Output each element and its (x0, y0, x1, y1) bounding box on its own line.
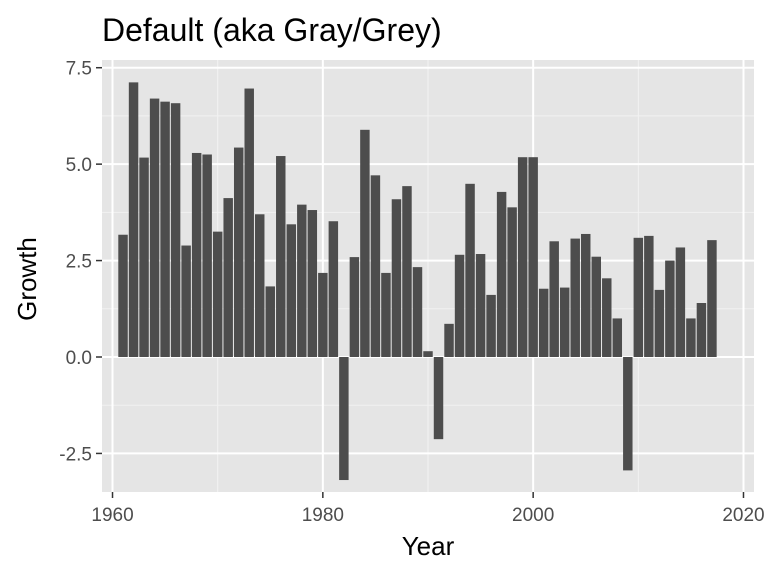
bar-1989 (412, 267, 423, 357)
y-axis: -2.5 0.0 2.5 5.0 7.5 (59, 59, 102, 465)
bar-1972 (233, 147, 244, 357)
bars (118, 82, 717, 481)
bar-1961 (118, 234, 128, 357)
bar-2016 (696, 303, 707, 357)
y-axis-title: Growth (12, 237, 42, 321)
bar-1975 (265, 286, 275, 357)
y-tick-label: -2.5 (59, 444, 92, 465)
bar-1980 (318, 272, 328, 357)
bar-1984 (360, 129, 370, 357)
bar-1998 (507, 207, 517, 357)
bar-1987 (391, 199, 402, 357)
bar-1992 (444, 323, 454, 357)
bar-2013 (665, 260, 675, 357)
bar-1978 (297, 204, 307, 357)
bar-1969 (202, 154, 212, 357)
bar-2002 (549, 241, 559, 357)
bar-2014 (675, 247, 686, 357)
x-tick-label: 1960 (91, 505, 133, 526)
bar-1993 (454, 254, 465, 357)
bar-1990 (423, 351, 433, 357)
bar-1979 (307, 210, 318, 357)
bar-2011 (644, 235, 654, 357)
bar-1985 (370, 175, 381, 357)
chart-title: Default (aka Gray/Grey) (102, 12, 442, 48)
bar-1962 (128, 82, 139, 358)
bar-1999 (517, 157, 528, 357)
x-axis-title: Year (402, 531, 455, 561)
bar-2006 (591, 256, 601, 357)
bar-1967 (181, 245, 191, 357)
bar-2015 (686, 318, 696, 357)
bar-1966 (170, 103, 181, 357)
bar-2012 (654, 289, 665, 357)
bar-1982 (339, 357, 349, 481)
bar-2007 (602, 278, 612, 357)
x-tick-label: 2000 (512, 505, 554, 526)
bar-1963 (139, 157, 149, 357)
bar-2000 (528, 157, 538, 357)
bar-2001 (538, 288, 549, 357)
bar-1964 (149, 98, 160, 357)
y-tick-label: 5.0 (66, 155, 92, 176)
bar-1976 (276, 156, 286, 357)
y-tick-label: 2.5 (66, 252, 92, 273)
bar-1970 (212, 231, 223, 357)
bar-1977 (286, 224, 297, 357)
bar-1997 (496, 191, 507, 357)
bar-1981 (328, 221, 339, 357)
bar-2010 (633, 237, 644, 357)
bar-1991 (433, 357, 444, 440)
bar-2017 (707, 240, 717, 357)
bar-1995 (475, 254, 486, 357)
bar-1994 (465, 183, 475, 357)
bar-1973 (244, 88, 254, 357)
y-tick-label: 0.0 (66, 348, 92, 369)
bar-1986 (381, 272, 391, 357)
bar-1988 (402, 186, 412, 357)
bar-2009 (623, 357, 633, 471)
bar-1996 (486, 294, 496, 357)
y-tick-label: 7.5 (66, 59, 92, 80)
x-axis: 1960 1980 2000 2020 (91, 492, 765, 526)
bar-2003 (559, 287, 570, 357)
x-tick-label: 2020 (722, 505, 764, 526)
bar-1974 (255, 214, 265, 357)
bar-2008 (612, 318, 623, 357)
bar-1983 (349, 257, 360, 357)
bar-1968 (191, 152, 202, 357)
bar-2004 (570, 238, 580, 357)
bar-1971 (223, 198, 233, 357)
x-tick-label: 1980 (302, 505, 344, 526)
bar-1965 (160, 101, 170, 357)
bar-2005 (581, 233, 591, 357)
